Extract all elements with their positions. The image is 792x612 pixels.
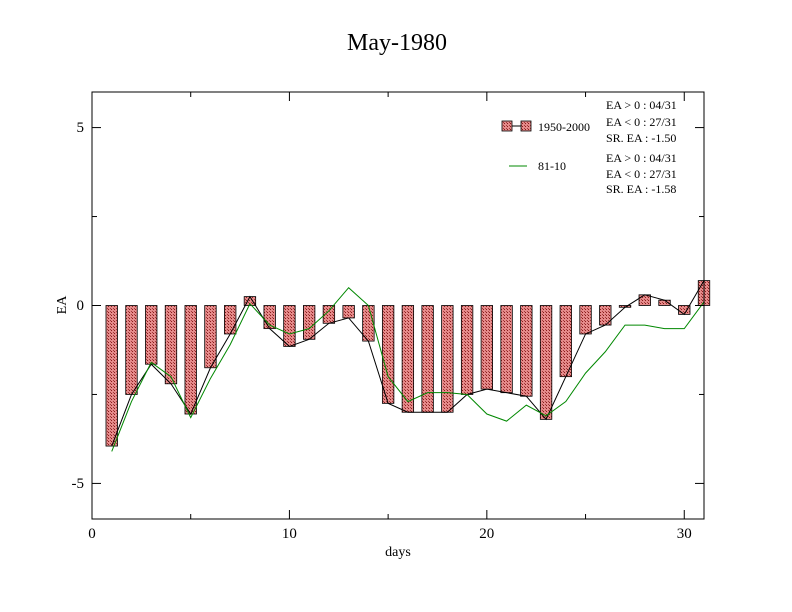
stat-1950-2000-ea-pos: EA > 0 : 04/31 [606,98,677,112]
y-tick-label-0: 0 [77,298,85,314]
x-tick-label-10: 10 [282,526,297,542]
bar-day-13 [342,305,355,319]
legend-label-81-10: 81-10 [538,159,566,173]
y-tick-label-neg5: -5 [72,476,85,492]
series-line-1950-2000 [111,280,705,447]
bar-day-21 [500,305,513,394]
line-layer [111,280,705,452]
bar-day-4 [164,305,178,385]
bar-day-19 [460,305,474,395]
stat-81-10-sr-ea: SR. EA : -1.58 [606,182,676,196]
bar-day-10 [283,305,296,347]
bar-day-11 [303,305,316,340]
bar-day-20 [480,305,493,390]
x-tick-label-0: 0 [88,526,96,542]
x-axis-label: days [385,545,411,560]
legend-swatch-1950-2000-left [501,120,513,132]
bar-day-2 [125,305,138,395]
bar-day-26 [599,305,612,326]
bar-day-1 [105,305,118,447]
bar-day-5 [184,305,197,415]
legend-label-1950-2000: 1950-2000 [538,120,590,134]
y-tick-label-5: 5 [77,120,85,136]
x-tick-label-20: 20 [479,526,494,542]
bar-day-22 [520,305,533,397]
stat-1950-2000-sr-ea: SR. EA : -1.50 [606,131,676,145]
bar-day-25 [579,305,592,335]
bar-day-6 [204,305,217,369]
stat-81-10-ea-pos: EA > 0 : 04/31 [606,151,677,165]
bar-day-7 [224,305,237,335]
y-axis-label: EA [55,295,70,315]
bar-day-23 [539,305,553,420]
series-line-81-10 [111,286,705,452]
legend-swatch-1950-2000-right [520,120,532,132]
x-tick-label-30: 30 [677,526,692,542]
bar-series [105,280,711,447]
legend: 1950-2000 81-10 EA > 0 : 04/31 EA < 0 : … [501,98,677,196]
chart-title: May-1980 [347,30,447,56]
stat-1950-2000-ea-neg: EA < 0 : 27/31 [606,115,677,129]
stat-81-10-ea-neg: EA < 0 : 27/31 [606,167,677,181]
axis-ticks [91,92,704,519]
bar-day-3 [145,305,158,365]
bar-day-24 [559,305,572,378]
bar-day-17 [421,305,434,413]
bar-day-18 [441,305,454,413]
bar-day-15 [381,305,395,404]
